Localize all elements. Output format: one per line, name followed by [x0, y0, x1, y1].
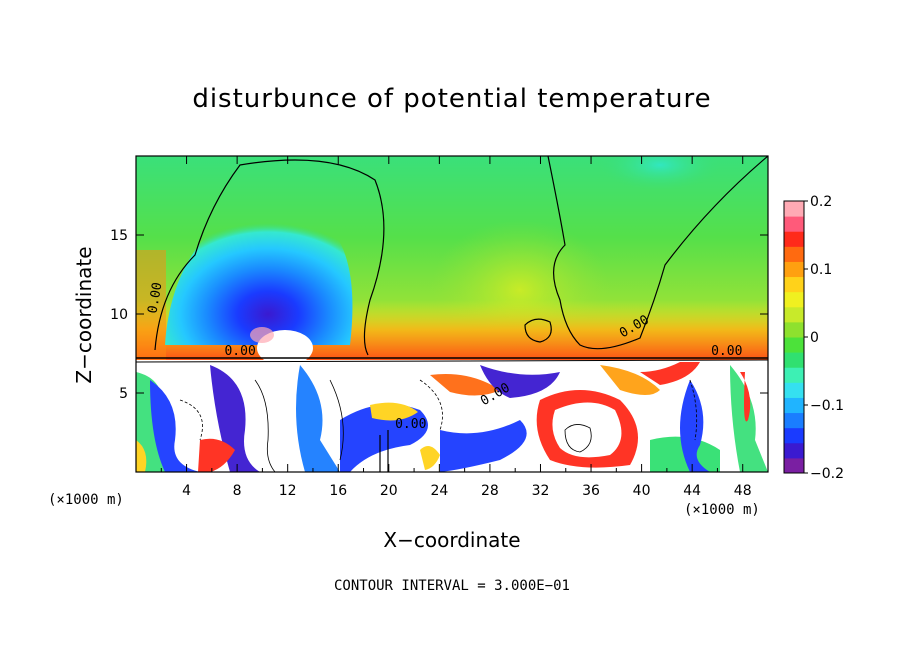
y-axis-ticks: 5 10 15 — [110, 228, 768, 402]
colorbar-swatch — [784, 276, 804, 293]
contour-label: 0.00 — [395, 417, 426, 432]
x-tick-label: 28 — [481, 483, 499, 499]
colorbar-tick-label: 0.2 — [810, 194, 832, 210]
contour-label: 0.00 — [711, 344, 742, 359]
x-unit-label-right: (×1000 m) — [684, 502, 760, 518]
colorbar-swatch — [784, 382, 804, 398]
colorbar-swatch — [784, 291, 804, 308]
colorbar-tick-label: −0.1 — [810, 398, 844, 414]
x-tick-label: 12 — [279, 483, 297, 499]
x-axis-ticks: 4 8 12 16 20 24 28 32 36 40 44 48 — [160, 156, 752, 499]
colorbar-swatch — [784, 367, 804, 383]
contour-label: 0.00 — [224, 344, 255, 359]
x-tick-label: 44 — [683, 483, 701, 499]
x-tick-label: 36 — [582, 483, 600, 499]
colorbar-tick-label: 0.1 — [810, 262, 832, 278]
colorbar-swatch — [784, 442, 804, 459]
colorbar: 0.2 0.1 0 −0.1 −0.2 — [783, 194, 844, 482]
colorbar-swatch — [784, 337, 804, 353]
x-tick-label: 8 — [233, 483, 242, 499]
colorbar-swatch — [784, 261, 804, 278]
heatmap-field — [136, 156, 768, 472]
colorbar-swatch — [784, 246, 804, 262]
contour-label: 0.00 — [145, 281, 165, 314]
colorbar-swatch — [784, 201, 804, 217]
y-tick-label: 10 — [110, 307, 128, 323]
y-tick-label: 15 — [110, 228, 128, 244]
colorbar-swatch — [784, 397, 804, 414]
colorbar-tick-label: −0.2 — [810, 466, 844, 482]
x-tick-label: 32 — [532, 483, 550, 499]
x-tick-label: 40 — [633, 483, 651, 499]
x-tick-label: 24 — [430, 483, 448, 499]
x-axis-label: X−coordinate — [383, 528, 521, 552]
colorbar-swatch — [784, 306, 804, 323]
colorbar-swatch — [784, 216, 804, 232]
y-tick-label: 5 — [119, 386, 128, 402]
colorbar-swatch — [784, 352, 804, 368]
x-tick-label: 20 — [380, 483, 398, 499]
contour-interval-note: CONTOUR INTERVAL = 3.000E−01 — [333, 578, 570, 594]
colorbar-swatch — [784, 427, 804, 444]
x-tick-label: 16 — [329, 483, 347, 499]
colorbar-swatch — [784, 321, 804, 338]
colorbar-swatch — [784, 412, 804, 429]
chart-title: disturbunce of potential temperature — [192, 84, 712, 114]
contour-labels: 0.000.000.000.000.000.00 — [145, 281, 742, 432]
x-tick-label: 4 — [182, 483, 191, 499]
colorbar-swatch — [784, 457, 804, 474]
x-unit-label-left: (×1000 m) — [48, 492, 124, 508]
colorbar-swatch — [784, 231, 804, 247]
colorbar-tick-label: 0 — [810, 330, 819, 346]
x-tick-label: 48 — [734, 483, 752, 499]
